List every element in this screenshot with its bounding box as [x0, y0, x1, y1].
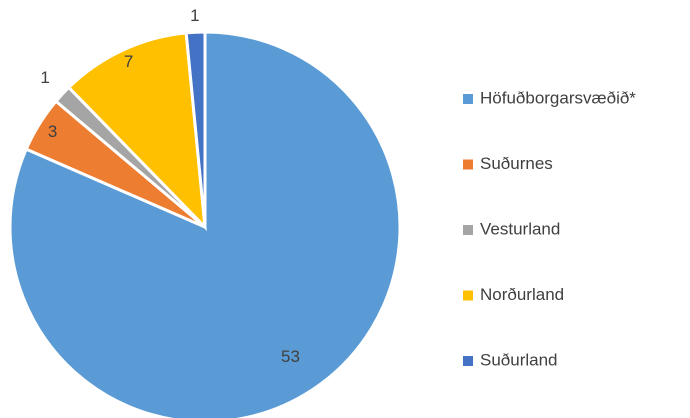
legend-swatch — [463, 159, 473, 170]
legend-label: Norðurland — [480, 285, 564, 304]
data-label: 3 — [48, 122, 57, 141]
legend-swatch — [463, 225, 473, 235]
legend-swatch — [463, 356, 473, 366]
legend-label: Höfuðborgarsvæðið* — [480, 88, 636, 107]
data-label: 53 — [281, 347, 300, 366]
data-label: 1 — [40, 68, 49, 87]
pie-slice — [8, 30, 402, 418]
legend-label: Vesturland — [480, 219, 560, 238]
legend-swatch — [463, 290, 473, 301]
data-label: 7 — [124, 52, 133, 71]
data-label: 1 — [190, 6, 199, 25]
pie-slice — [184, 30, 207, 228]
pie-slice — [66, 31, 207, 232]
legend-label: Suðurnes — [480, 154, 553, 173]
legend-label: Suðurland — [480, 350, 558, 369]
legend-swatch — [463, 94, 473, 104]
